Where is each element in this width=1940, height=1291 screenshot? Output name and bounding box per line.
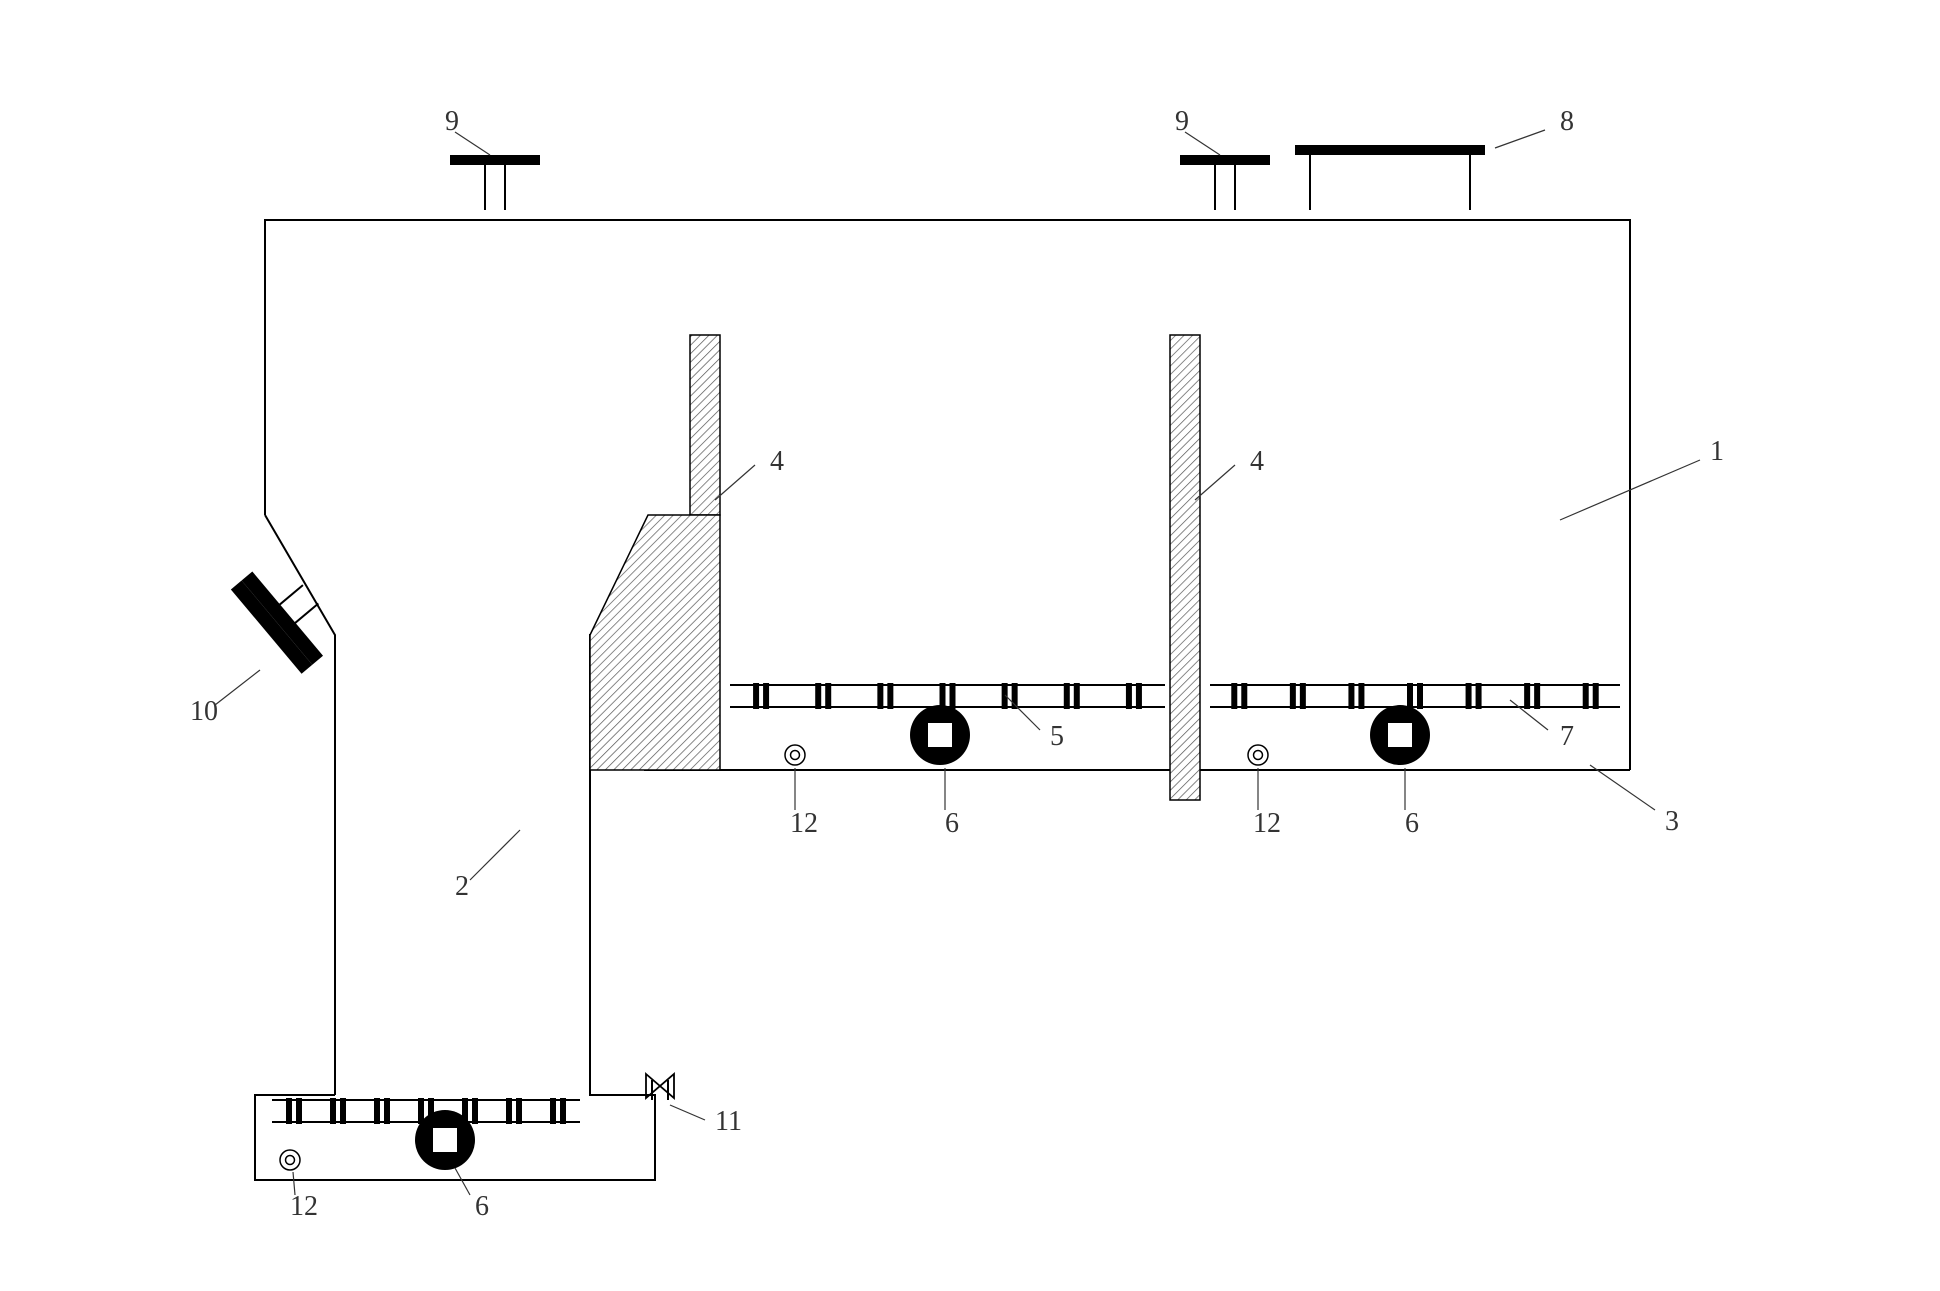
vent-fitting bbox=[450, 155, 540, 210]
leader-line bbox=[470, 830, 520, 880]
leader-line bbox=[1590, 765, 1655, 810]
leader-line bbox=[455, 132, 490, 155]
vent-fitting bbox=[1180, 155, 1270, 210]
side-flange bbox=[231, 552, 346, 674]
small-port bbox=[785, 745, 805, 765]
perforated-plate bbox=[730, 683, 1165, 709]
callout-label: 4 bbox=[770, 446, 784, 477]
bottom-outlet bbox=[646, 1074, 674, 1100]
callout-label: 2 bbox=[455, 871, 469, 902]
callout-label: 9 bbox=[445, 106, 459, 137]
baffle bbox=[690, 335, 720, 515]
callout-label: 10 bbox=[190, 696, 218, 727]
leader-line bbox=[670, 1105, 705, 1120]
screw-conveyor bbox=[1370, 705, 1430, 765]
leader-line bbox=[1005, 695, 1040, 730]
small-port bbox=[1248, 745, 1268, 765]
callout-label: 6 bbox=[1405, 808, 1419, 839]
small-port bbox=[280, 1150, 300, 1170]
callout-label: 8 bbox=[1560, 106, 1574, 137]
screw-conveyor bbox=[910, 705, 970, 765]
baffle bbox=[1170, 335, 1200, 800]
screw-conveyor bbox=[415, 1110, 475, 1170]
transition-wedge bbox=[590, 515, 720, 770]
callout-label: 3 bbox=[1665, 806, 1679, 837]
perforated-plate bbox=[1210, 683, 1620, 709]
callout-label: 11 bbox=[715, 1106, 742, 1137]
leader-line bbox=[1185, 132, 1220, 155]
callout-label: 5 bbox=[1050, 721, 1064, 752]
callout-label: 4 bbox=[1250, 446, 1264, 477]
callout-label: 6 bbox=[945, 808, 959, 839]
callout-label: 7 bbox=[1560, 721, 1574, 752]
leader-line bbox=[215, 670, 260, 705]
callout-label: 1 bbox=[1710, 436, 1724, 467]
callout-label: 9 bbox=[1175, 106, 1189, 137]
leader-line bbox=[455, 1168, 470, 1195]
tank-shell bbox=[265, 220, 1630, 770]
callout-label: 12 bbox=[1253, 808, 1281, 839]
leader-line bbox=[1495, 130, 1545, 148]
leader-line bbox=[715, 465, 755, 500]
leader-line bbox=[1195, 465, 1235, 500]
callout-label: 12 bbox=[290, 1191, 318, 1222]
callout-label: 6 bbox=[475, 1191, 489, 1222]
callout-label: 12 bbox=[790, 808, 818, 839]
access-hatch bbox=[1295, 145, 1485, 210]
